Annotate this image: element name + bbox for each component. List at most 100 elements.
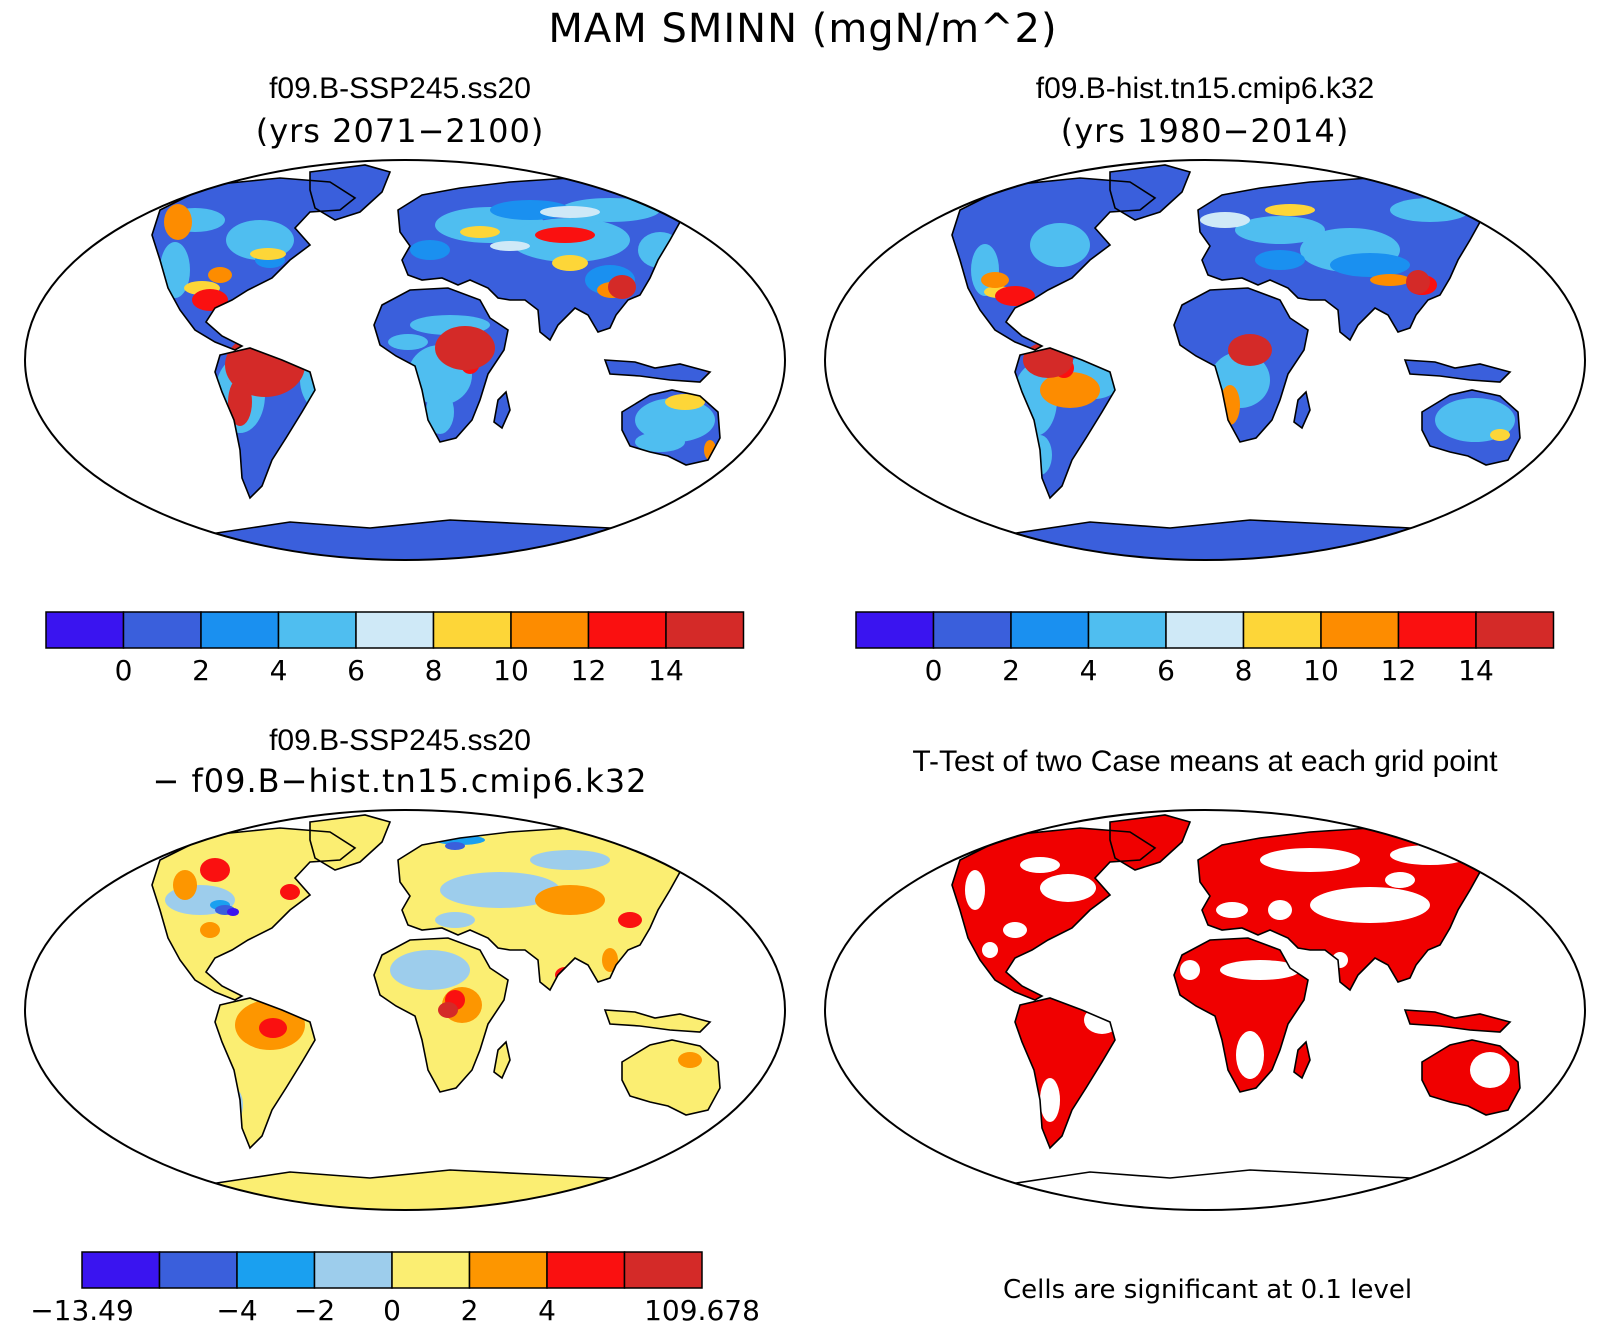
- colorbar-box: [1397, 611, 1477, 649]
- colorbar-tick-label: 12: [571, 654, 607, 687]
- colorbar-box: [623, 1251, 703, 1289]
- colorbar-tick-label: 2: [461, 1294, 479, 1323]
- field-patch: [1385, 872, 1415, 888]
- colorbar-box: [468, 1251, 548, 1289]
- field-patch: [227, 908, 239, 916]
- field-patch: [981, 272, 1009, 288]
- colorbar-box: [546, 1251, 626, 1289]
- colorbar-box: [432, 611, 512, 649]
- colorbar-box: [1242, 611, 1322, 649]
- panel3-title: f09.B-SSP245.ss20: [269, 724, 531, 757]
- field-patch: [164, 204, 192, 240]
- field-patch: [445, 842, 465, 850]
- field-patch: [200, 922, 220, 938]
- coastline-greenland: [1109, 814, 1192, 871]
- field-patch: [490, 241, 530, 251]
- field-patch: [200, 858, 230, 882]
- field-patch: [1228, 334, 1272, 366]
- colorbar-tick-label: 14: [648, 654, 684, 687]
- coastline-madagascar: [1293, 390, 1311, 430]
- coastline-antarctica: [149, 1169, 662, 1210]
- field-patch: [1200, 212, 1250, 228]
- colorbar-tick-label: 8: [1235, 654, 1253, 687]
- field-patch: [1030, 223, 1090, 267]
- field-patch: [1040, 372, 1100, 408]
- colorbar-tick-label: 0: [115, 654, 133, 687]
- colorbar-box: [391, 1251, 471, 1289]
- coastline-greenland: [1109, 164, 1192, 221]
- coastline-africa: [1173, 287, 1309, 443]
- colorbar-box: [1010, 611, 1090, 649]
- field-patch: [1260, 848, 1360, 872]
- coastline-northAmerica: [151, 177, 357, 351]
- colorbar-box: [355, 611, 435, 649]
- colorbar-box: [277, 611, 357, 649]
- panel2-colorbar: 0 2 4 6 8 10 12 14: [855, 611, 1555, 687]
- coastline-indonesia: [603, 359, 712, 383]
- colorbar-tick-label: 4: [270, 654, 288, 687]
- panel1-title: f09.B-SSP245.ss20: [269, 72, 531, 105]
- colorbar-tick-label: 8: [425, 654, 443, 687]
- field-patch: [1310, 887, 1430, 923]
- coastline-southAmerica: [1014, 347, 1116, 500]
- colorbar-box: [932, 611, 1012, 649]
- coastline-greenland: [309, 164, 392, 221]
- coastline-greenland: [309, 814, 392, 871]
- coastline-southAmerica: [214, 347, 316, 500]
- coastline-indonesia: [1403, 359, 1512, 383]
- figure-title: MAM SMINN (mgN/m^2): [548, 6, 1058, 52]
- coastline-antarctica: [949, 1169, 1462, 1210]
- field-patch: [259, 1018, 287, 1038]
- field-patch: [965, 870, 985, 910]
- field-patch: [440, 872, 560, 908]
- colorbar-tick-label: 4: [1080, 654, 1098, 687]
- coastline-madagascar: [1293, 1040, 1311, 1080]
- field-patch: [426, 390, 454, 434]
- field-patch: [1255, 250, 1305, 270]
- panel2-map: [824, 159, 1586, 561]
- panel2-subtitle: (yrs 1980−2014): [1060, 112, 1350, 150]
- coastline-indonesia: [603, 1009, 712, 1033]
- field-patch: [1040, 1078, 1060, 1122]
- coastline-africa: [373, 937, 509, 1093]
- coastline-antarctica: [149, 519, 662, 560]
- colorbar-tick-label: −13.49: [30, 1294, 134, 1323]
- field-patch: [173, 870, 197, 900]
- colorbar-box: [158, 1251, 238, 1289]
- coastline-southAmerica: [1014, 997, 1116, 1150]
- map-frame-border: [824, 809, 1586, 1211]
- field-patch: [435, 912, 475, 928]
- panel3-subtitle: − f09.B−hist.tn15.cmip6.k32: [152, 762, 648, 800]
- field-patch: [665, 394, 705, 410]
- coastline-australia: [621, 1039, 721, 1116]
- field-patch: [410, 240, 450, 260]
- map-frame-border: [824, 159, 1586, 561]
- colorbar-box: [200, 611, 280, 649]
- colorbar-tick-label: 4: [538, 1294, 556, 1323]
- field-patch: [1235, 216, 1325, 244]
- colorbar-box: [122, 611, 202, 649]
- field-patch: [535, 227, 595, 243]
- colorbar-box: [1165, 611, 1245, 649]
- field-patch: [982, 942, 998, 958]
- field-patch: [618, 912, 642, 928]
- field-patch: [250, 248, 286, 260]
- colorbar-tick-label: 2: [1002, 654, 1020, 687]
- colorbar-tick-label: 6: [347, 654, 365, 687]
- field-patch: [1216, 902, 1248, 918]
- colorbar-tick-label: −4: [216, 1294, 257, 1323]
- colorbar-box: [1320, 611, 1400, 649]
- significance-note: Cells are significant at 0.1 level: [1003, 1275, 1413, 1305]
- map-frame-border: [24, 809, 786, 1211]
- panel2-title: f09.B-hist.tn15.cmip6.k32: [1035, 72, 1375, 105]
- field-patch: [1180, 960, 1200, 980]
- panel1-map: [24, 159, 786, 561]
- colorbar-tick-label: 10: [493, 654, 529, 687]
- field-patch: [1330, 253, 1410, 277]
- field-patch: [1220, 960, 1300, 980]
- coastline-southAmerica: [214, 997, 316, 1150]
- panel1-colorbar: 0 2 4 6 8 10 12 14: [45, 611, 745, 687]
- panel4-title: T-Test of two Case means at each grid po…: [912, 745, 1498, 778]
- panel3-map: [24, 809, 786, 1211]
- colorbar-box: [587, 611, 667, 649]
